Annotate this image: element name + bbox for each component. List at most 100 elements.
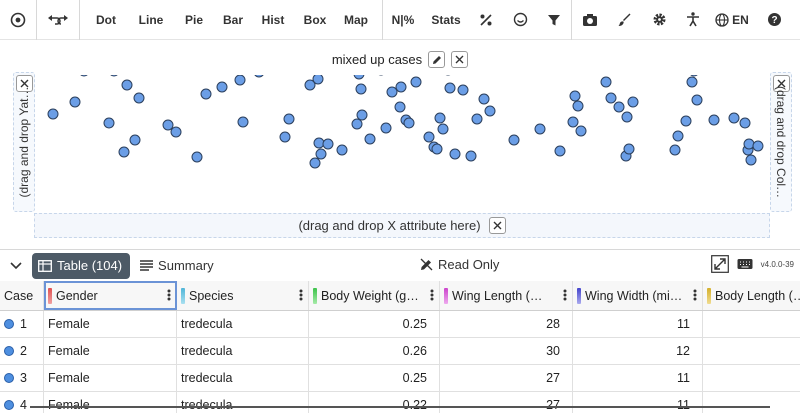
data-point[interactable]: [395, 81, 407, 93]
column-header-wing-length[interactable]: Wing Length (…: [440, 281, 573, 310]
data-point[interactable]: [572, 100, 584, 112]
data-point[interactable]: [437, 123, 449, 135]
data-point[interactable]: [621, 111, 633, 123]
data-point[interactable]: [605, 92, 617, 104]
data-point[interactable]: [689, 75, 699, 77]
wing-width-cell[interactable]: 11: [573, 311, 703, 337]
draw-button[interactable]: [608, 0, 642, 40]
help-button[interactable]: ?: [754, 0, 794, 40]
data-point[interactable]: [364, 133, 376, 145]
tab-table[interactable]: Table (104): [32, 252, 131, 279]
histogram-button[interactable]: Hist: [261, 12, 285, 27]
data-point[interactable]: [508, 134, 520, 146]
case-index-cell[interactable]: 4: [0, 392, 44, 413]
accessibility-button[interactable]: [676, 0, 710, 40]
data-point[interactable]: [254, 75, 264, 78]
data-point[interactable]: [627, 96, 639, 108]
data-point[interactable]: [355, 83, 367, 95]
data-point[interactable]: [322, 138, 334, 150]
counts-percent-button[interactable]: N|%: [391, 12, 415, 27]
language-button[interactable]: EN: [710, 0, 754, 40]
data-point[interactable]: [312, 75, 324, 85]
data-point[interactable]: [431, 143, 443, 155]
data-point[interactable]: [575, 125, 587, 137]
data-point[interactable]: [170, 126, 182, 138]
data-point[interactable]: [728, 112, 740, 124]
dot-plot-button[interactable]: Dot: [96, 12, 116, 27]
gender-cell[interactable]: Female: [44, 311, 177, 337]
data-point[interactable]: [444, 82, 456, 94]
data-point[interactable]: [691, 94, 703, 106]
body-length-cell[interactable]: [703, 311, 800, 337]
undo-redo-button[interactable]: [37, 0, 79, 40]
x-axis-drop-zone[interactable]: (drag and drop X attribute here): [34, 213, 770, 238]
face-button[interactable]: [503, 0, 537, 40]
data-point[interactable]: [351, 118, 363, 130]
gender-cell[interactable]: Female: [44, 392, 177, 413]
data-point[interactable]: [309, 157, 321, 169]
data-point[interactable]: [686, 76, 698, 88]
species-cell[interactable]: tredecula: [177, 338, 309, 364]
case-index-cell[interactable]: 3: [0, 365, 44, 391]
body-length-cell[interactable]: [703, 392, 800, 413]
data-point[interactable]: [133, 92, 145, 104]
species-cell[interactable]: tredecula: [177, 392, 309, 413]
species-cell[interactable]: tredecula: [177, 365, 309, 391]
column-menu-icon[interactable]: [430, 289, 434, 301]
y-axis-drop-zone[interactable]: (drag and drop Yat…: [13, 72, 35, 212]
y-axis-close-button[interactable]: [16, 75, 33, 92]
column-menu-icon[interactable]: [299, 289, 303, 301]
data-point[interactable]: [118, 146, 130, 158]
data-point[interactable]: [484, 105, 496, 117]
data-point[interactable]: [109, 75, 119, 77]
data-point[interactable]: [752, 140, 764, 152]
data-point[interactable]: [315, 148, 327, 160]
wing-width-cell[interactable]: 11: [573, 392, 703, 413]
body-weight-cell[interactable]: 0.26: [309, 338, 440, 364]
data-point[interactable]: [423, 131, 435, 143]
data-point[interactable]: [613, 101, 625, 113]
body-length-cell[interactable]: [703, 338, 800, 364]
data-point[interactable]: [708, 114, 720, 126]
body-weight-cell[interactable]: 0.22: [309, 392, 440, 413]
horizontal-scrollbar[interactable]: [30, 406, 770, 408]
column-header-wing-width[interactable]: Wing Width (mi…: [573, 281, 703, 310]
data-point[interactable]: [672, 130, 684, 142]
data-point[interactable]: [353, 75, 365, 80]
data-point[interactable]: [129, 134, 141, 146]
filter-button[interactable]: [537, 0, 571, 40]
data-point[interactable]: [234, 75, 246, 86]
data-point[interactable]: [471, 113, 483, 125]
expand-icon[interactable]: [710, 255, 729, 273]
data-point[interactable]: [449, 148, 461, 160]
data-point[interactable]: [191, 151, 203, 163]
data-point[interactable]: [403, 117, 415, 129]
body-weight-cell[interactable]: 0.25: [309, 365, 440, 391]
data-point[interactable]: [457, 84, 469, 96]
data-point[interactable]: [669, 144, 681, 156]
data-point[interactable]: [313, 137, 325, 149]
stats-button[interactable]: Stats: [431, 12, 461, 27]
gender-cell[interactable]: Female: [44, 338, 177, 364]
data-point[interactable]: [216, 81, 228, 93]
percent-icon-button[interactable]: [469, 0, 503, 40]
table-row[interactable]: 2 Female tredecula 0.26 30 12: [0, 338, 800, 365]
keyboard-icon[interactable]: [737, 258, 753, 270]
data-point[interactable]: [739, 117, 751, 129]
data-point[interactable]: [465, 150, 477, 162]
data-point[interactable]: [478, 93, 490, 105]
tab-summary[interactable]: Summary: [140, 258, 214, 273]
wing-length-cell[interactable]: 27: [440, 392, 573, 413]
case-index-cell[interactable]: 1: [0, 311, 44, 337]
body-weight-cell[interactable]: 0.25: [309, 311, 440, 337]
column-header-body-length[interactable]: Body Length (…: [703, 281, 800, 310]
data-point[interactable]: [745, 154, 757, 166]
scatter-plot[interactable]: [34, 75, 766, 215]
data-point[interactable]: [380, 122, 392, 134]
graph-title[interactable]: mixed up cases: [331, 52, 423, 67]
data-point[interactable]: [356, 109, 368, 121]
pie-plot-button[interactable]: Pie: [184, 12, 203, 27]
species-cell[interactable]: tredecula: [177, 311, 309, 337]
data-point[interactable]: [162, 119, 174, 131]
data-point[interactable]: [434, 112, 446, 124]
